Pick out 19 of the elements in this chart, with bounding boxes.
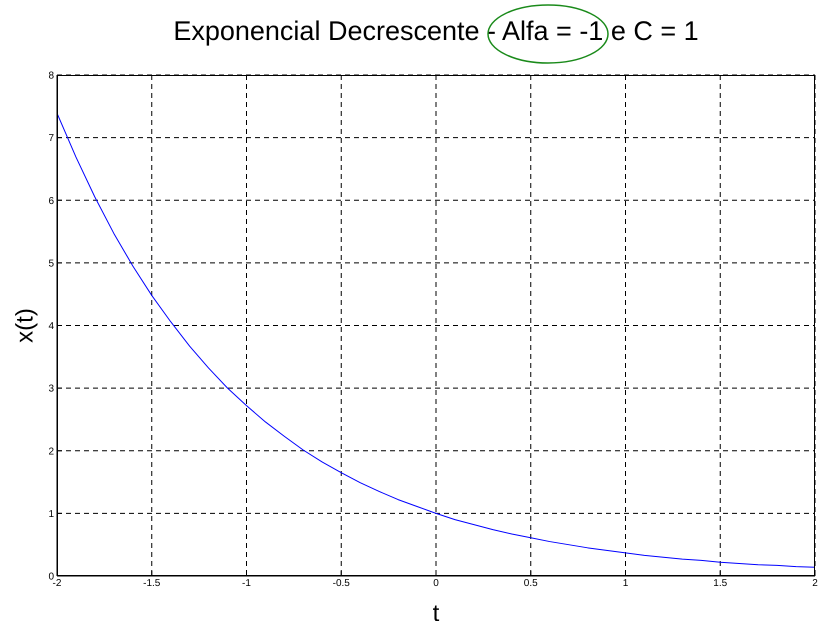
y-tick-label: 2: [48, 446, 54, 458]
x-tick-label: -1: [242, 578, 252, 590]
x-tick-label: 0: [433, 578, 440, 590]
y-tick-label: 1: [48, 508, 54, 520]
x-tick-label: 2: [812, 578, 818, 590]
y-tick-label: 6: [48, 196, 54, 207]
x-tick-label: -1.5: [143, 578, 161, 590]
y-axis-title: x(t): [12, 308, 39, 343]
x-tick-label: 1.5: [713, 578, 728, 590]
x-tick-label: -0.5: [332, 578, 350, 590]
x-tick-label: 0.5: [524, 578, 538, 590]
y-tick-label: 7: [48, 133, 54, 144]
x-tick-label: 1: [622, 578, 629, 590]
x-tick-label: -2: [52, 578, 62, 590]
y-tick-label: 3: [48, 384, 54, 395]
x-axis-title: t: [432, 600, 440, 621]
y-tick-label: 8: [48, 70, 54, 82]
y-tick-label: 4: [48, 321, 54, 332]
y-tick-label: 5: [48, 258, 54, 270]
